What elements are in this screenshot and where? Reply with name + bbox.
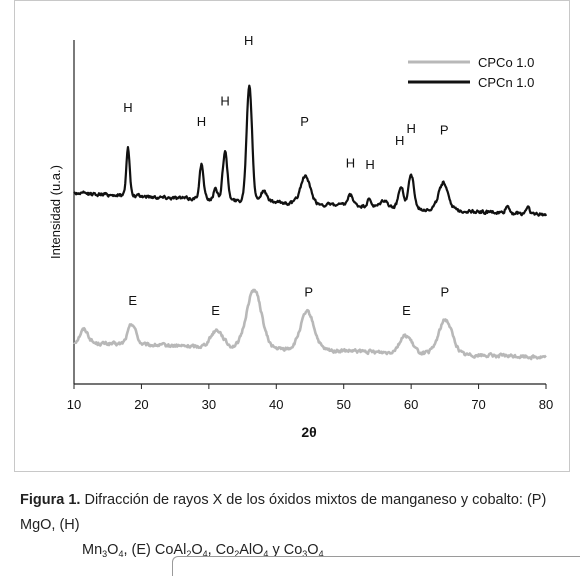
peak-label: H — [365, 157, 374, 172]
caption-fragment: , (E) CoAl — [123, 542, 187, 558]
caption-text-line1: Difracción de rayos X de los óxidos mixt… — [20, 492, 547, 533]
x-axis-ticks: 10 20 30 40 50 60 70 80 — [67, 384, 553, 412]
caption-fragment: , Co — [207, 542, 235, 558]
caption-fragment: AlO — [239, 542, 264, 558]
series-line-cpcn — [73, 84, 548, 217]
caption-fragment: Mn — [82, 542, 103, 558]
legend-label: CPCn 1.0 — [478, 75, 534, 90]
caption-subscript: 4 — [263, 549, 269, 559]
peak-label: P — [440, 123, 449, 138]
peak-label: E — [402, 303, 411, 318]
peak-label: P — [304, 284, 313, 299]
caption-fragment: y Co — [268, 542, 303, 558]
next-figure-frame-edge — [172, 556, 580, 576]
peak-label: H — [220, 93, 229, 108]
legend-label: CPCo 1.0 — [478, 55, 534, 70]
caption-subscript: 2 — [186, 549, 192, 559]
caption-subscript: 3 — [102, 549, 108, 559]
peak-label: E — [211, 303, 220, 318]
x-tick-label: 60 — [404, 397, 418, 412]
x-tick-label: 20 — [134, 397, 148, 412]
peak-label: H — [395, 133, 404, 148]
peak-label: P — [300, 114, 309, 129]
caption-label: Figura 1. — [20, 492, 81, 508]
caption-text-line2: Mn3O4, (E) CoAl2O4, Co2AlO4 y Co3O4 — [20, 538, 560, 563]
caption-fragment: O — [307, 542, 319, 558]
caption-subscript: 4 — [118, 549, 124, 559]
x-tick-label: 70 — [471, 397, 485, 412]
legend: CPCo 1.0 CPCn 1.0 — [408, 55, 534, 90]
x-tick-label: 30 — [202, 397, 216, 412]
peak-label: H — [197, 114, 206, 129]
x-axis-title: 2θ — [301, 424, 316, 440]
caption-subscript: 2 — [234, 549, 240, 559]
peak-label: H — [406, 121, 415, 136]
caption-fragment: O — [191, 542, 203, 558]
x-tick-label: 50 — [336, 397, 350, 412]
series-line-cpco — [73, 288, 547, 361]
peak-label: H — [346, 155, 355, 170]
caption-fragment: O — [107, 542, 119, 558]
caption-subscript: 4 — [318, 549, 324, 559]
figure-caption: Figura 1. Difracción de rayos X de los ó… — [20, 488, 560, 563]
caption-subscript: 4 — [202, 549, 208, 559]
x-tick-label: 10 — [67, 397, 81, 412]
figure-frame — [14, 0, 570, 472]
peak-label: H — [123, 100, 132, 115]
x-tick-label: 80 — [539, 397, 553, 412]
peak-label: E — [128, 293, 137, 308]
peak-label: P — [441, 284, 450, 299]
caption-subscript: 3 — [302, 549, 308, 559]
peak-label: H — [244, 33, 253, 48]
y-axis-title: Intensidad (u.a.) — [48, 165, 63, 259]
series-layer — [73, 84, 548, 361]
x-tick-label: 40 — [269, 397, 283, 412]
